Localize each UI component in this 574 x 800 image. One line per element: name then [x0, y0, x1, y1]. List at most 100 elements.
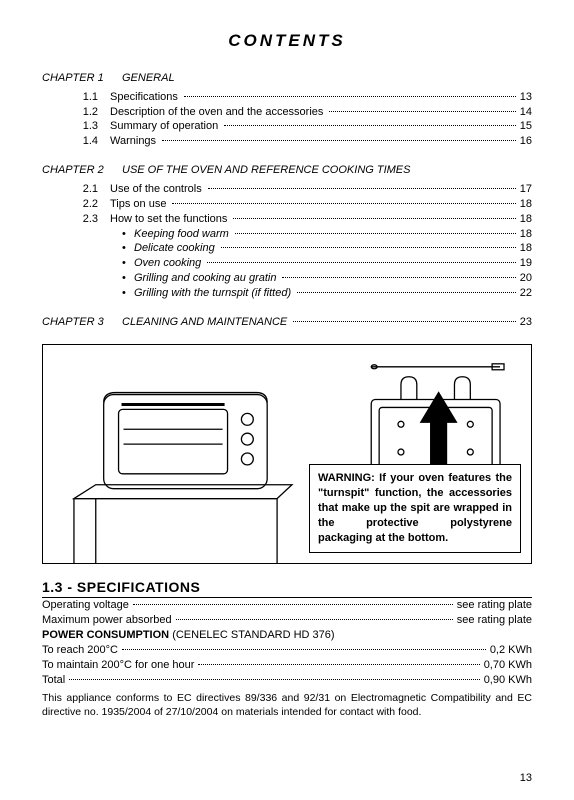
toc-text: Use of the controls	[110, 182, 206, 197]
toc-number: 1.1	[42, 90, 110, 105]
page-title: CONTENTS	[42, 30, 532, 53]
chapter-3: CHAPTER 3 CLEANING AND MAINTENANCE 23	[42, 315, 532, 330]
toc-page: 22	[518, 286, 532, 301]
page-number: 13	[520, 771, 532, 786]
spec-value: 0,90 KWh	[482, 673, 532, 688]
chapter-label: CHAPTER 2	[42, 163, 122, 178]
toc-text: Grilling and cooking au gratin	[134, 271, 280, 286]
toc-text: Description of the oven and the accessor…	[110, 105, 327, 120]
spec-row: Maximum power absorbed see rating plate	[42, 613, 532, 628]
illustration-box: WARNING: If your oven features the "turn…	[42, 344, 532, 564]
bullet-icon: •	[122, 256, 134, 271]
spec-row: Total 0,90 KWh	[42, 673, 532, 688]
toc-text: How to set the functions	[110, 212, 231, 227]
dot-leader	[198, 664, 479, 665]
toc-row: • Keeping food warm 18	[42, 227, 532, 242]
toc-text: Summary of operation	[110, 119, 222, 134]
spec-value: see rating plate	[455, 613, 532, 628]
toc-number: 1.4	[42, 134, 110, 149]
toc-number: 1.2	[42, 105, 110, 120]
bullet-icon: •	[122, 241, 134, 256]
bullet-icon: •	[122, 286, 134, 301]
toc-page: 14	[518, 105, 532, 120]
toc-row: 1.1 Specifications 13	[42, 90, 532, 105]
warning-box: WARNING: If your oven features the "turn…	[309, 464, 521, 552]
dot-leader	[184, 96, 516, 97]
bullet-icon: •	[122, 271, 134, 286]
dot-leader	[207, 262, 515, 263]
toc-page: 23	[518, 315, 532, 330]
toc-text: Keeping food warm	[134, 227, 233, 242]
toc-text: Specifications	[110, 90, 182, 105]
chapter-title: CLEANING AND MAINTENANCE	[122, 315, 291, 330]
toc-page: 13	[518, 90, 532, 105]
spec-label: To reach 200°C	[42, 643, 120, 658]
dot-leader	[233, 218, 515, 219]
toc-page: 17	[518, 182, 532, 197]
chapter-head: CHAPTER 1 GENERAL	[42, 71, 532, 86]
toc-page: 18	[518, 197, 532, 212]
chapter-label: CHAPTER 1	[42, 71, 122, 86]
spec-row: Operating voltage see rating plate	[42, 598, 532, 613]
toc-text: Warnings	[110, 134, 160, 149]
spec-note: This appliance conforms to EC directives…	[42, 691, 532, 719]
toc-row: • Grilling and cooking au gratin 20	[42, 271, 532, 286]
toc-page: 16	[518, 134, 532, 149]
dot-leader	[172, 203, 515, 204]
chapter-1: CHAPTER 1 GENERAL 1.1 Specifications 13 …	[42, 71, 532, 149]
toc-page: 18	[518, 227, 532, 242]
toc-row: • Grilling with the turnspit (if fitted)…	[42, 286, 532, 301]
spec-label: POWER CONSUMPTION (CENELEC STANDARD HD 3…	[42, 628, 337, 643]
toc-text: Grilling with the turnspit (if fitted)	[134, 286, 295, 301]
toc-text: Tips on use	[110, 197, 170, 212]
spec-value: 0,2 KWh	[488, 643, 532, 658]
chapter-head: CHAPTER 2 USE OF THE OVEN AND REFERENCE …	[42, 163, 532, 178]
toc-row: 2.3 How to set the functions 18	[42, 212, 532, 227]
dot-leader	[235, 233, 516, 234]
spec-value: 0,70 KWh	[482, 658, 532, 673]
toc-page: 18	[518, 212, 532, 227]
toc-number: 2.3	[42, 212, 110, 227]
spec-label: Operating voltage	[42, 598, 131, 613]
dot-leader	[329, 111, 515, 112]
toc-number: 1.3	[42, 119, 110, 134]
dot-leader	[176, 619, 453, 620]
spec-label: To maintain 200°C for one hour	[42, 658, 196, 673]
spec-consumption-heading: POWER CONSUMPTION (CENELEC STANDARD HD 3…	[42, 628, 532, 643]
toc-text: Delicate cooking	[134, 241, 219, 256]
toc-number: 2.2	[42, 197, 110, 212]
toc-row: 1.2 Description of the oven and the acce…	[42, 105, 532, 120]
toc-page: 20	[518, 271, 532, 286]
spec-label: Total	[42, 673, 67, 688]
toc-text: Oven cooking	[134, 256, 205, 271]
chapter-title: GENERAL	[122, 71, 532, 86]
spec-row: To maintain 200°C for one hour 0,70 KWh	[42, 658, 532, 673]
dot-leader	[282, 277, 515, 278]
spec-row: To reach 200°C 0,2 KWh	[42, 643, 532, 658]
toc-page: 18	[518, 241, 532, 256]
chapter-2: CHAPTER 2 USE OF THE OVEN AND REFERENCE …	[42, 163, 532, 301]
toc-row: 2.2 Tips on use 18	[42, 197, 532, 212]
toc-page: 19	[518, 256, 532, 271]
dot-leader	[122, 649, 486, 650]
dot-leader	[133, 604, 453, 605]
page: CONTENTS CHAPTER 1 GENERAL 1.1 Specifica…	[0, 0, 574, 800]
spec-label: Maximum power absorbed	[42, 613, 174, 628]
dot-leader	[224, 125, 516, 126]
dot-leader	[293, 321, 516, 322]
spec-heading: 1.3 - SPECIFICATIONS	[42, 578, 532, 599]
spec-value: see rating plate	[455, 598, 532, 613]
chapter-head-row: CHAPTER 3 CLEANING AND MAINTENANCE 23	[42, 315, 532, 330]
dot-leader	[69, 679, 479, 680]
toc-row: • Oven cooking 19	[42, 256, 532, 271]
toc-row: 1.4 Warnings 16	[42, 134, 532, 149]
dot-leader	[221, 247, 516, 248]
chapter-label: CHAPTER 3	[42, 315, 122, 330]
toc-row: • Delicate cooking 18	[42, 241, 532, 256]
toc-page: 15	[518, 119, 532, 134]
toc-row: 2.1 Use of the controls 17	[42, 182, 532, 197]
bullet-icon: •	[122, 227, 134, 242]
dot-leader	[162, 140, 516, 141]
toc-number: 2.1	[42, 182, 110, 197]
chapter-title: USE OF THE OVEN AND REFERENCE COOKING TI…	[122, 163, 532, 178]
